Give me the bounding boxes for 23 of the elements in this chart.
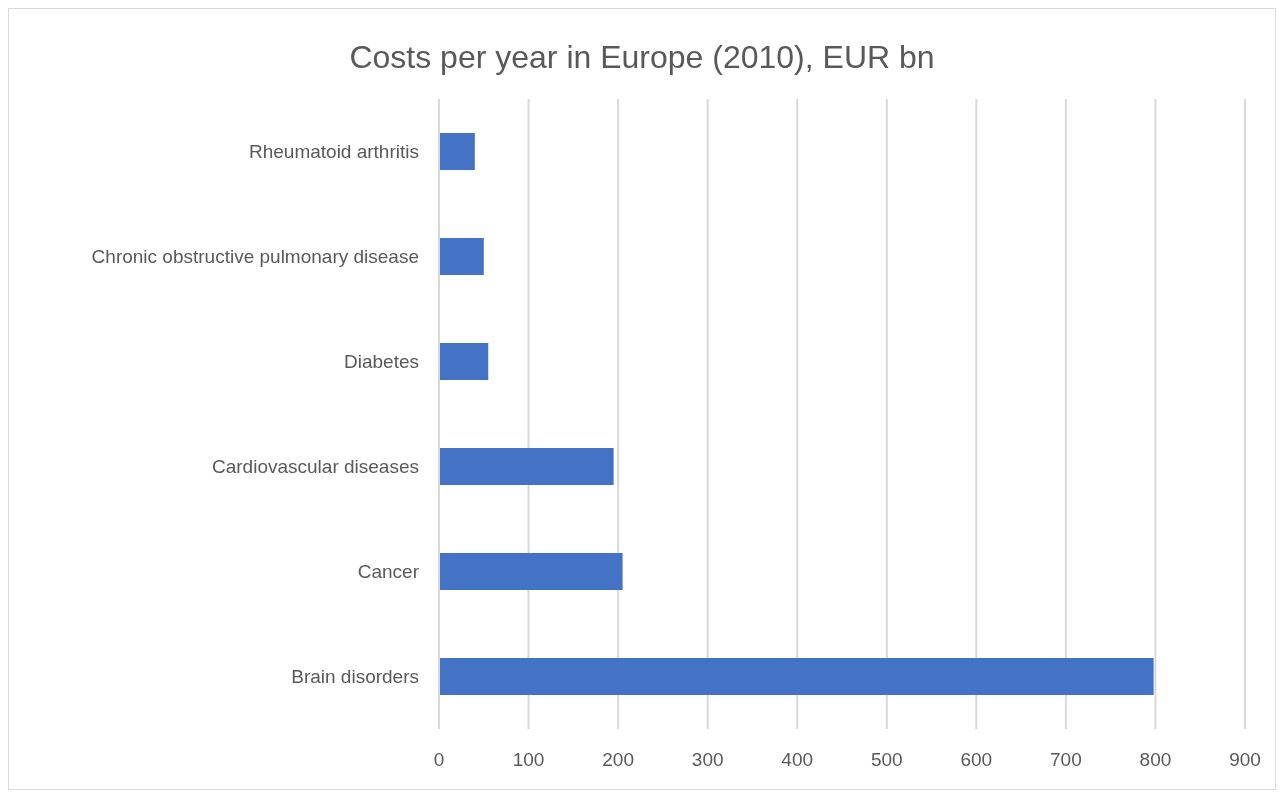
x-tick-label: 400 bbox=[781, 749, 814, 771]
bar bbox=[439, 553, 623, 590]
bar bbox=[439, 133, 475, 170]
bar bbox=[439, 343, 489, 380]
x-tick-label: 500 bbox=[870, 749, 903, 771]
x-tick-label: 300 bbox=[691, 749, 724, 771]
x-tick-label: 100 bbox=[512, 749, 545, 771]
x-tick-label: 700 bbox=[1050, 749, 1082, 771]
y-tick-label: Chronic obstructive pulmonary disease bbox=[91, 246, 419, 268]
y-tick-label: Brain disorders bbox=[291, 666, 419, 688]
x-tick-label: 900 bbox=[1229, 749, 1261, 771]
x-tick-label: 600 bbox=[960, 749, 993, 771]
x-tick-label: 0 bbox=[433, 749, 445, 771]
chart-title: Costs per year in Europe (2010), EUR bn bbox=[348, 38, 936, 77]
bar bbox=[439, 658, 1154, 695]
y-tick-label: Diabetes bbox=[344, 351, 419, 373]
y-tick-label: Cardiovascular diseases bbox=[212, 456, 419, 478]
bar bbox=[439, 448, 614, 485]
x-tick-label: 200 bbox=[602, 749, 634, 771]
y-tick-label: Rheumatoid arthritis bbox=[248, 141, 419, 163]
bar bbox=[439, 238, 484, 275]
x-tick-label: 800 bbox=[1139, 749, 1172, 771]
y-tick-label: Cancer bbox=[357, 561, 420, 583]
